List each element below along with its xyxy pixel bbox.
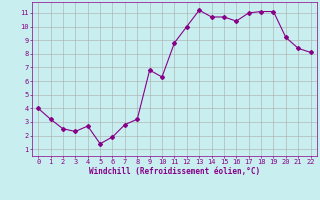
X-axis label: Windchill (Refroidissement éolien,°C): Windchill (Refroidissement éolien,°C) [89, 167, 260, 176]
